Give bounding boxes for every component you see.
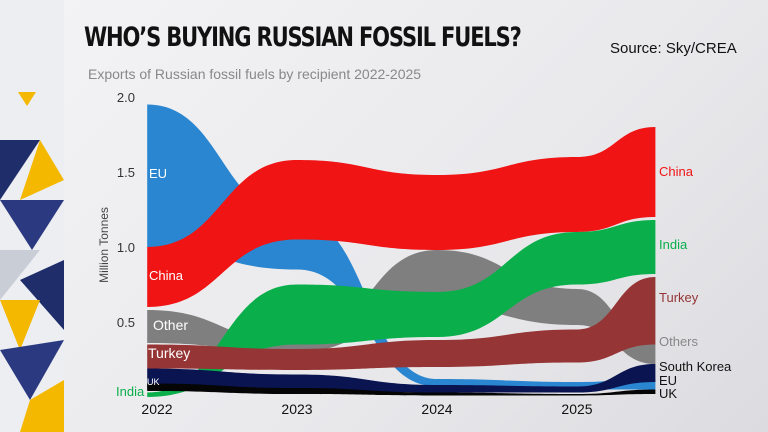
end-label-eu: EU (659, 373, 677, 388)
start-label-turkey: Turkey (148, 345, 190, 361)
end-label-china: China (659, 164, 694, 179)
start-label-other: Other (153, 317, 188, 333)
start-label-eu: EU (149, 166, 167, 181)
series-band-uk (147, 383, 656, 396)
chart-subtitle: Exports of Russian fossil fuels by recip… (88, 66, 422, 82)
y-axis-label: Million Tonnes (97, 207, 111, 283)
x-tick-label: 2023 (281, 401, 312, 417)
y-tick-label: 1.0 (117, 240, 135, 255)
y-tick-label: 2.0 (117, 90, 135, 105)
end-label-south-korea: South Korea (659, 359, 732, 374)
end-label-india: India (659, 237, 688, 252)
decorative-side-strip (0, 0, 64, 432)
start-label-china: China (149, 268, 184, 283)
x-tick-label: 2024 (421, 401, 452, 417)
y-tick-label: 0.5 (117, 315, 135, 330)
series-band-india (147, 220, 656, 397)
start-label-uk: UK (147, 377, 160, 387)
y-tick-label: 1.5 (117, 165, 135, 180)
chart-title: WHO’S BUYING RUSSIAN FOSSIL FUELS? (84, 22, 522, 53)
end-label-uk: UK (659, 386, 677, 401)
start-label-india: India (116, 384, 145, 399)
triangle-pattern-icon (0, 92, 64, 432)
x-tick-label: 2025 (561, 401, 592, 417)
end-label-other: Others (659, 334, 699, 349)
series-band-turkey (147, 277, 656, 370)
series-band-china (147, 127, 656, 307)
chart-source: Source: Sky/CREA (610, 40, 737, 57)
x-tick-label: 2022 (141, 401, 172, 417)
series-band-south-korea (147, 364, 656, 393)
end-label-turkey: Turkey (659, 290, 699, 305)
